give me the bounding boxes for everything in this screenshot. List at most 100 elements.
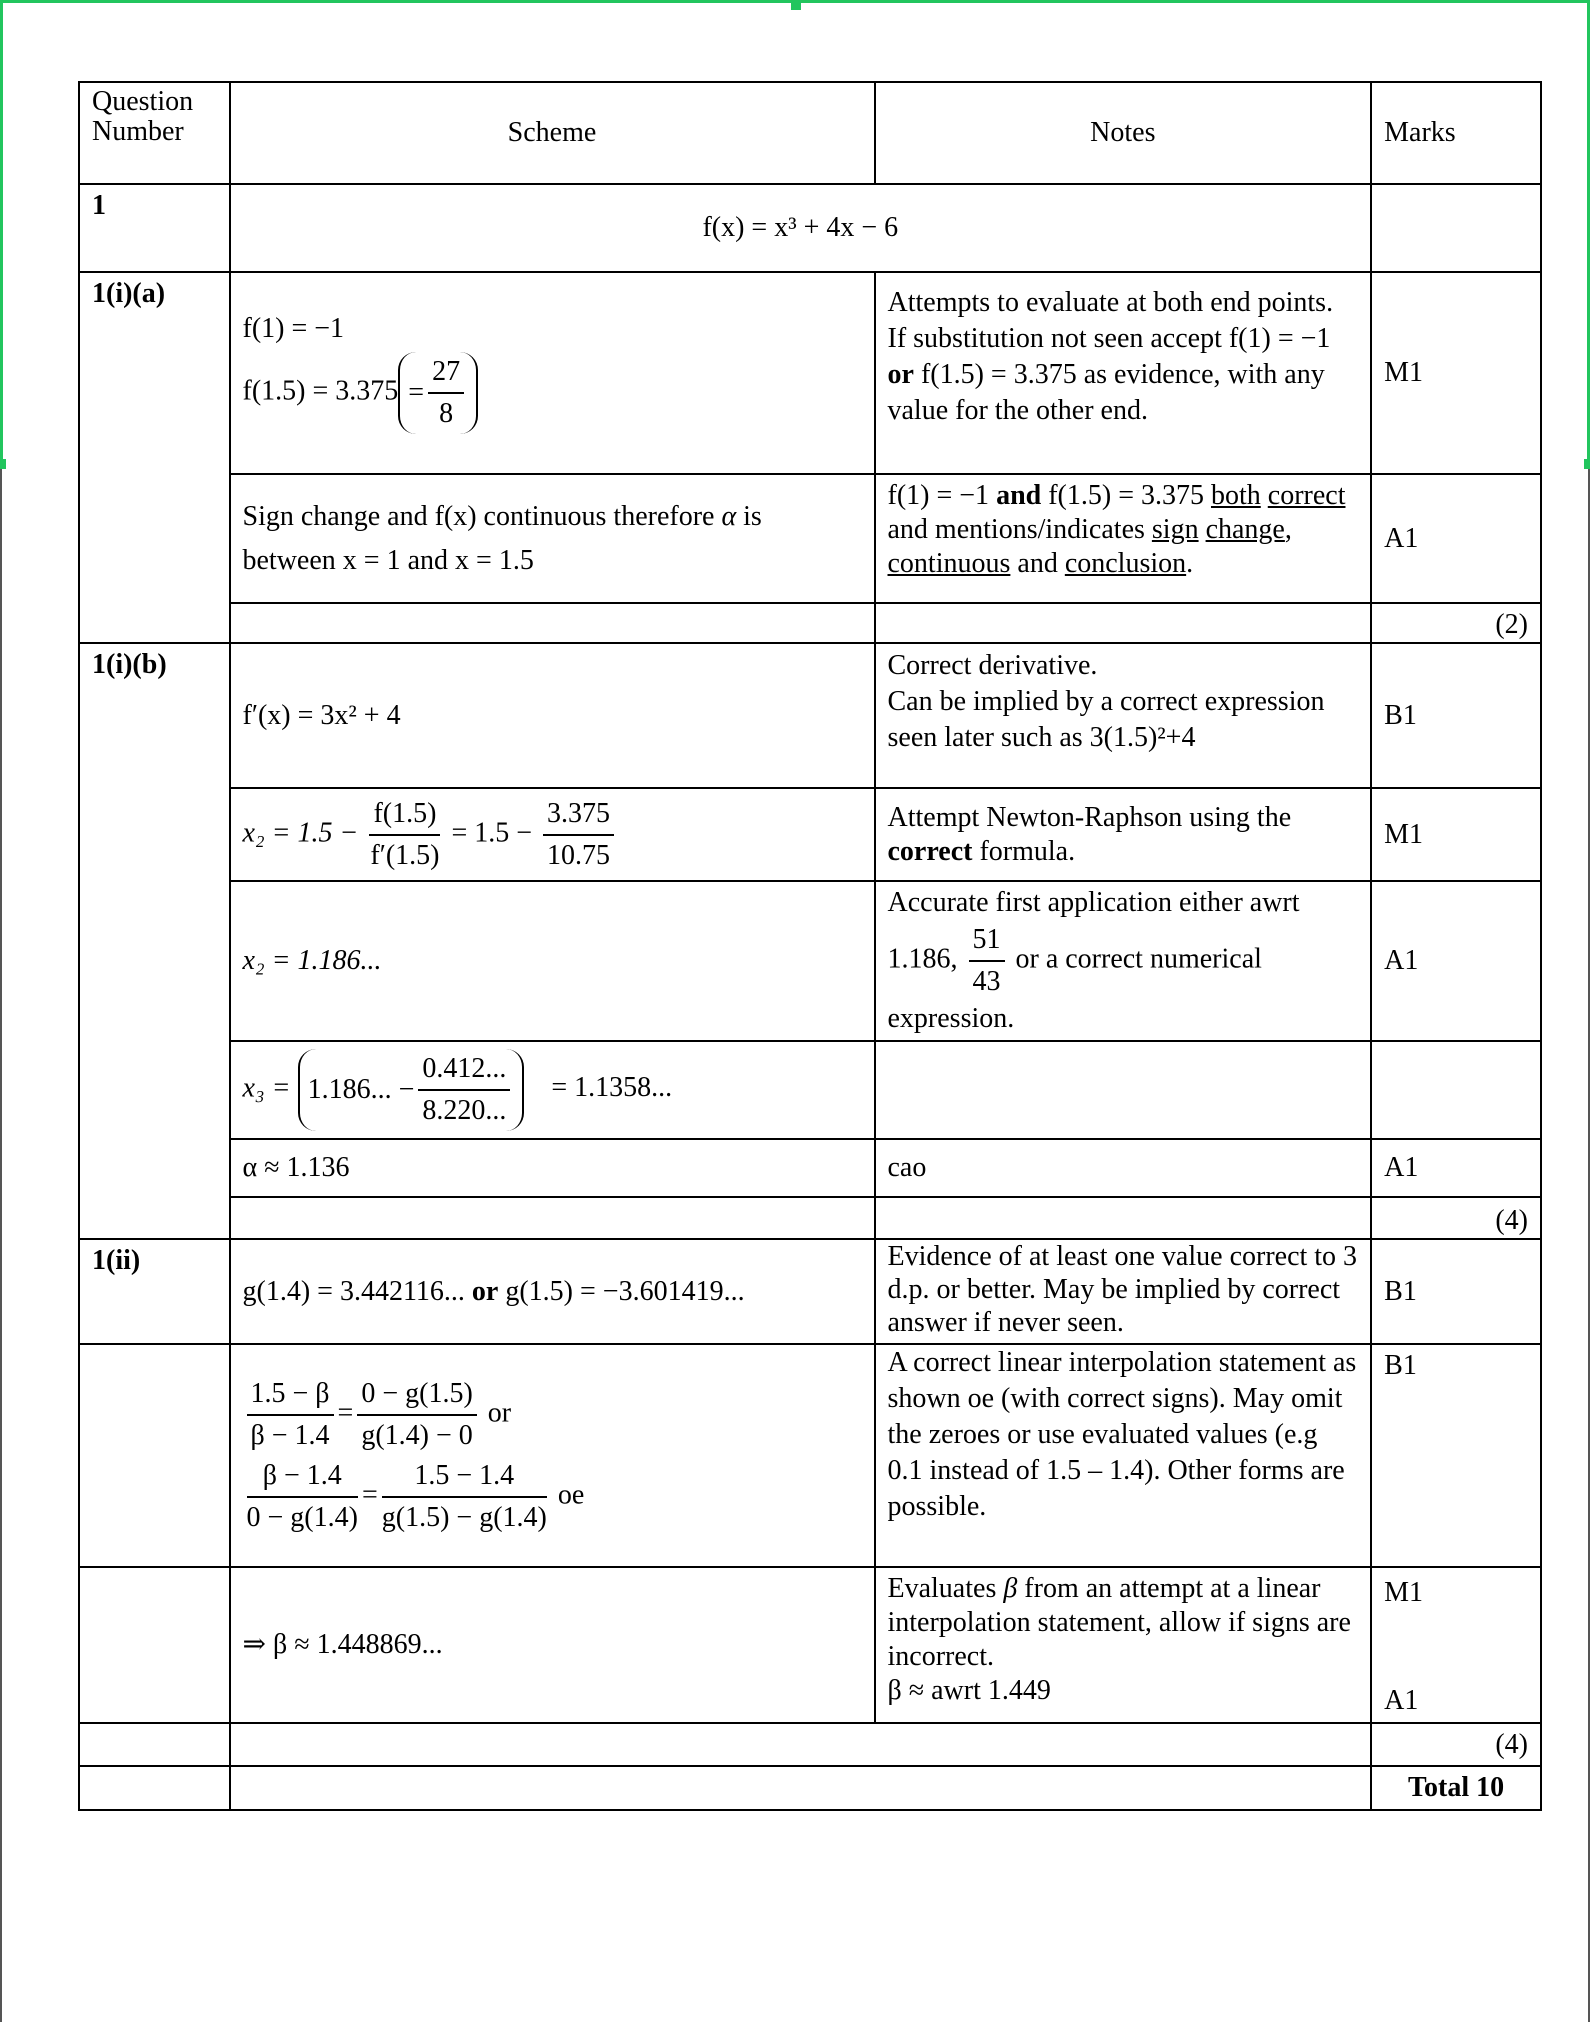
notes-text: Evaluates: [887, 1573, 997, 1604]
part-label: 1(ii): [78, 1238, 231, 1345]
scheme-text: or: [471, 1275, 499, 1307]
numerator: 0.412...: [418, 1049, 511, 1091]
denominator: 10.75: [547, 839, 611, 871]
mark: B1: [1370, 1238, 1542, 1345]
denominator: g(1.5) − g(1.4): [381, 1501, 547, 1533]
notes-cell: Evidence of at least one value correct t…: [873, 1238, 1373, 1345]
denominator: 0 − g(1.4): [246, 1501, 358, 1533]
empty-cell: [78, 1566, 231, 1724]
scheme-text: oe: [557, 1478, 585, 1510]
notes-math: 3(1.5)²+4: [1089, 722, 1196, 753]
fraction: 1.5 − 1.4 g(1.5) − g(1.4): [381, 1456, 547, 1538]
subtotal-row: (4): [79, 1196, 1542, 1240]
table-row: 1(ii) g(1.4) = 3.442116... or g(1.5) = −…: [78, 1238, 1542, 1345]
notes-text: formula.: [979, 835, 1076, 867]
header-row: Question Number Scheme Notes Marks: [78, 81, 1542, 185]
scheme-math: = 1.5 −: [451, 816, 533, 848]
parenthesis: 1.186... −0.412... 8.220...: [297, 1049, 525, 1131]
notes-text: Can be implied by a correct expression s…: [887, 686, 1325, 753]
fraction: 51 43: [968, 920, 1005, 1002]
scheme-cell: α ≈ 1.136: [228, 1138, 876, 1198]
denominator: 8.220...: [422, 1095, 507, 1126]
header-scheme: Scheme: [228, 81, 876, 185]
numerator: 27: [428, 352, 465, 394]
scheme-math: x₃ =: [242, 1072, 291, 1104]
scheme-cell: f(1) = −1 f(1.5) = 3.375 = 27 8: [228, 271, 876, 475]
numerator: β − 1.4: [246, 1456, 358, 1498]
scheme-text: or: [487, 1396, 512, 1428]
resize-handle-left[interactable]: [0, 459, 6, 469]
notes-text: or: [887, 359, 914, 390]
table-row: ⇒ β ≈ 1.448869... Evaluates β from an at…: [78, 1566, 1542, 1724]
header-question-number: Question Number: [78, 81, 231, 185]
mark: A1: [1370, 473, 1542, 604]
subtotal: (4): [1370, 1196, 1542, 1240]
empty-cell: [228, 602, 876, 644]
notes-text: Attempt Newton-Raphson using the: [887, 801, 1292, 833]
empty-cell: [1370, 183, 1542, 273]
notes-text: evidence, with any value for the other e…: [887, 359, 1325, 426]
numerator: 1.5 − 1.4: [381, 1456, 547, 1498]
table-row: x₂ = 1.186... Accurate first application…: [79, 880, 1542, 1042]
notes-text: correct: [1267, 480, 1346, 511]
empty-cell: [873, 1196, 1373, 1240]
denominator: g(1.4) − 0: [361, 1419, 473, 1451]
scheme-math: x = 1: [342, 544, 401, 576]
table-row: x₃ = 1.186... −0.412... 8.220... = 1.1358…: [79, 1040, 1542, 1140]
table-row: Sign change and f(x) continuous therefor…: [79, 473, 1542, 604]
beta-symbol: β: [1003, 1573, 1018, 1604]
numerator: 51: [968, 920, 1005, 962]
part-label: 1(i)(a): [78, 271, 231, 644]
question-label: 1: [78, 183, 231, 273]
fraction: 27 8: [428, 352, 465, 434]
mark: M1: [1370, 271, 1542, 475]
subtotal-row: (2): [79, 602, 1542, 644]
mark: B1: [1370, 642, 1542, 789]
equals: =: [361, 1478, 378, 1510]
notes-text: both: [1210, 480, 1261, 511]
notes-text: change: [1205, 514, 1285, 545]
header-marks: Marks: [1370, 81, 1542, 185]
notes-cell: Evaluates β from an attempt at a linear …: [873, 1566, 1373, 1724]
notes-cell: Attempts to evaluate at both end points.…: [873, 271, 1373, 475]
notes-text: Accurate first application either awrt: [887, 887, 1300, 918]
grand-total: Total 10: [1370, 1765, 1542, 1811]
notes-text: ,: [1284, 514, 1292, 545]
numerator: f(1.5): [369, 794, 441, 836]
mark: B1: [1370, 1343, 1542, 1568]
notes-text: from an attempt at a linear interpolatio…: [887, 1573, 1351, 1672]
notes-cell: f(1) = −1 and f(1.5) = 3.375 both correc…: [873, 473, 1373, 604]
resize-handle-top[interactable]: [791, 0, 801, 10]
fraction: 0 − g(1.5) g(1.4) − 0: [357, 1374, 477, 1456]
selection-frame-left: [0, 0, 3, 464]
total-row: Total 10: [78, 1765, 1542, 1811]
numerator: 3.375: [543, 794, 615, 836]
empty-cell: [78, 1722, 231, 1767]
mark-scheme-table: Question Number Scheme Notes Marks 1 f(x…: [78, 81, 1542, 1811]
table-row: x₂ = 1.5 − f(1.5) f′(1.5) = 1.5 − 3.375 10…: [79, 787, 1542, 882]
table-row: α ≈ 1.136 cao A1: [79, 1138, 1542, 1198]
scheme-math: 1.186... −: [307, 1074, 415, 1105]
scheme-cell: x₂ = 1.186...: [228, 880, 876, 1042]
notes-text: or a correct numerical expression.: [887, 943, 1262, 1034]
interpolation-line: β − 1.4 0 − g(1.4) = 1.5 − 1.4 g(1.5) − g(1.…: [243, 1456, 862, 1538]
empty-cell: [1370, 1040, 1542, 1140]
scheme-text: and: [407, 544, 449, 576]
notes-text: .: [1186, 548, 1194, 579]
function-definition: f(x) = x³ + 4x − 6: [228, 183, 1373, 273]
scheme-cell: x₃ = 1.186... −0.412... 8.220... = 1.1358…: [228, 1040, 876, 1140]
scheme-cell: ⇒ β ≈ 1.448869...: [228, 1566, 876, 1724]
resize-handle-right[interactable]: [1584, 459, 1590, 469]
table-row: 1(i)(b) f′(x) = 3x² + 4 Correct derivati…: [78, 642, 1542, 1240]
mark: A1: [1370, 1138, 1542, 1198]
scheme-text: Sign change and f(x) continuous therefor…: [242, 500, 715, 532]
empty-cell: [873, 1040, 1373, 1140]
empty-cell: [873, 602, 1373, 644]
denominator: f′(1.5): [370, 839, 440, 871]
scheme-cell: x₂ = 1.5 − f(1.5) f′(1.5) = 1.5 − 3.375 10…: [228, 787, 876, 882]
denominator: 8: [439, 398, 454, 429]
equals: =: [408, 377, 425, 408]
scheme-math: x = 1.5: [455, 544, 534, 576]
